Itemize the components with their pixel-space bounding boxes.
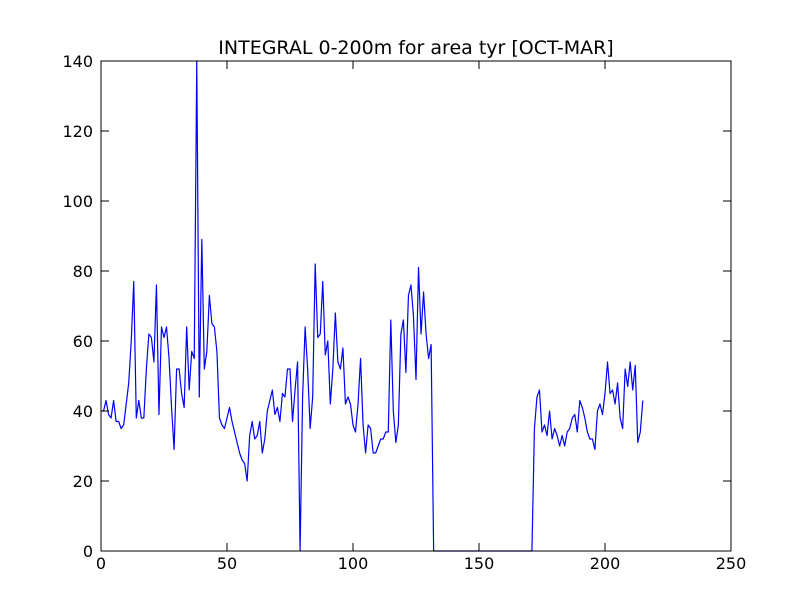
x-tick-label: 200: [590, 554, 621, 573]
y-tick-label: 20: [73, 472, 93, 491]
y-tick-label: 100: [62, 192, 93, 211]
x-tick-label: 250: [716, 554, 747, 573]
data-line: [101, 60, 644, 552]
y-tick-label: 120: [62, 122, 93, 141]
y-tick-label: 0: [83, 542, 93, 561]
x-tick-label: 100: [338, 554, 369, 573]
x-tick-label: 50: [217, 554, 237, 573]
chart-title: INTEGRAL 0-200m for area tyr [OCT-MAR]: [218, 37, 613, 59]
y-tick-label: 140: [62, 52, 93, 71]
y-tick-label: 80: [73, 262, 93, 281]
y-tick-label: 60: [73, 332, 93, 351]
x-tick-label: 0: [96, 554, 106, 573]
x-tick-label: 150: [464, 554, 495, 573]
y-tick-label: 40: [73, 402, 93, 421]
plot-frame: [100, 60, 732, 552]
